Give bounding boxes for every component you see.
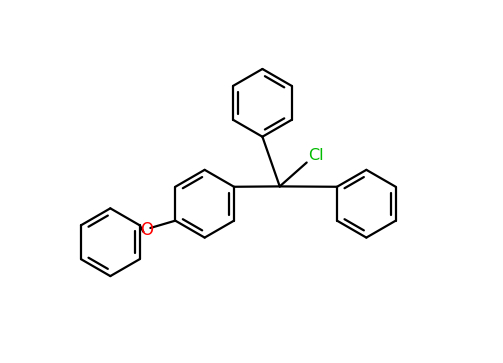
- Text: O: O: [140, 221, 153, 239]
- Text: Cl: Cl: [309, 148, 324, 163]
